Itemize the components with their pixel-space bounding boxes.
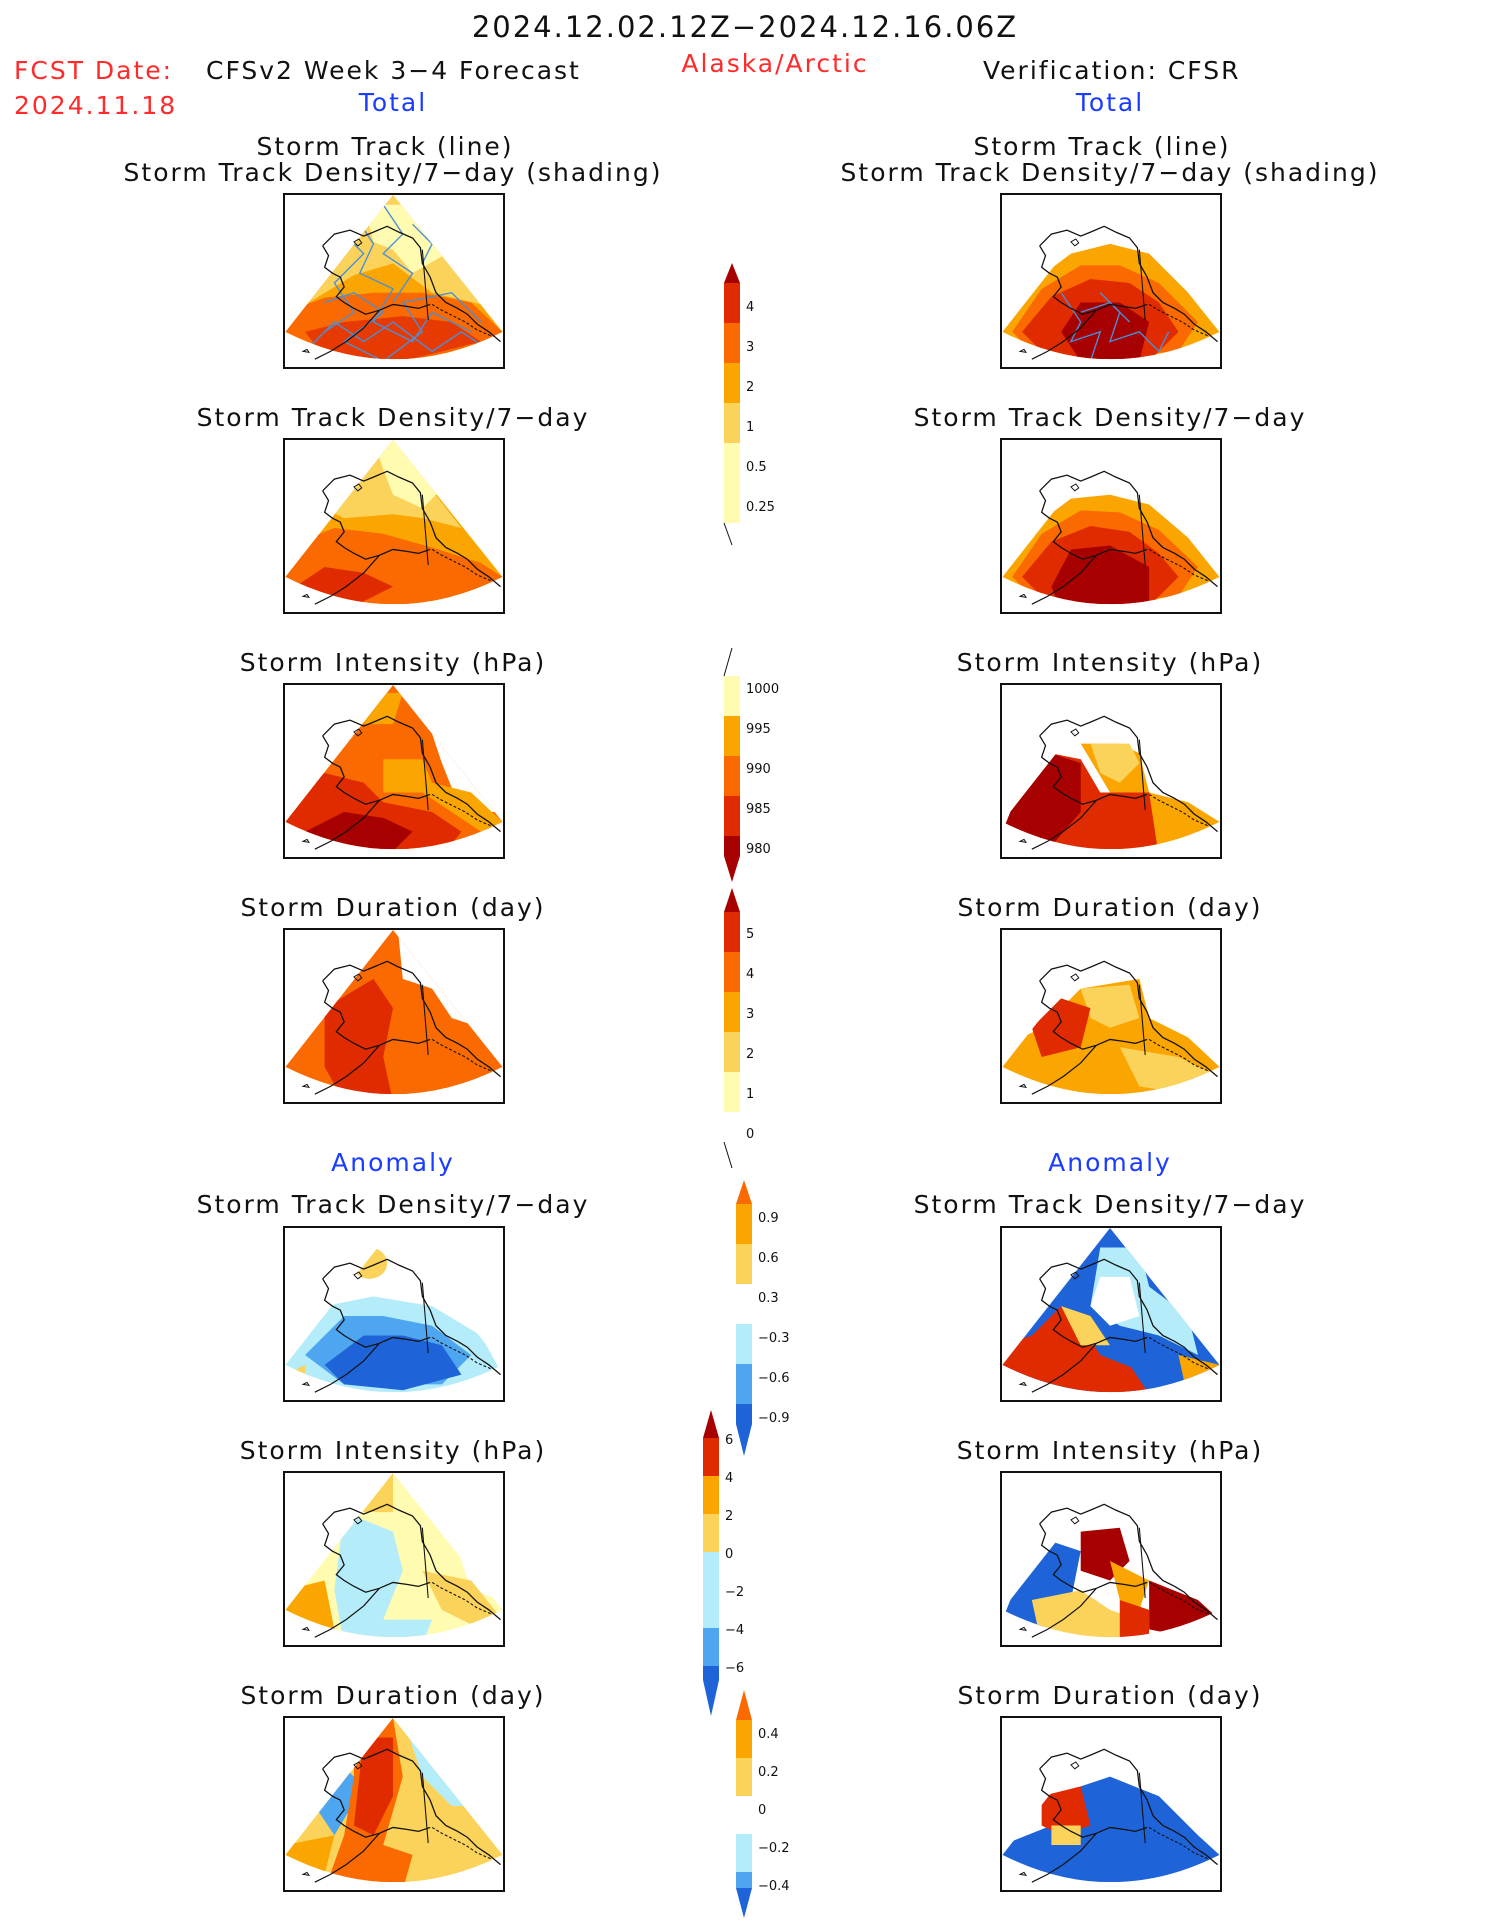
- cb-ia-1: 4: [725, 1471, 733, 1486]
- cb-dua-3: −0.2: [758, 1841, 790, 1856]
- map-right-intensity-anom: [1000, 1471, 1222, 1647]
- region-label: Alaska/Arctic: [681, 49, 869, 78]
- map-right-track-line: [1000, 193, 1222, 369]
- right-anomaly-label: Anomaly: [1048, 1148, 1172, 1177]
- cb-da-2: 0.3: [758, 1291, 779, 1306]
- cb-ia-2: 2: [725, 1509, 733, 1524]
- fcst-date-value: 2024.11.18: [14, 91, 178, 120]
- left-track-line-title: Storm Track (line): [256, 132, 514, 161]
- cb-it-1: 995: [746, 722, 771, 737]
- date-range: 2024.12.02.12Z−2024.12.16.06Z: [471, 10, 1019, 44]
- right-track-line-title: Storm Track (line): [973, 132, 1231, 161]
- left-density-anom-title: Storm Track Density/7−day: [196, 1190, 590, 1219]
- cb-da-4: −0.6: [758, 1371, 790, 1386]
- cb-it-3: 985: [746, 802, 771, 817]
- left-anomaly-label: Anomaly: [331, 1148, 455, 1177]
- cb-dt-1: 3: [746, 340, 754, 355]
- cb-dua-2: 0: [758, 1803, 766, 1818]
- map-right-density: [1000, 438, 1222, 614]
- map-right-duration: [1000, 928, 1222, 1104]
- map-right-intensity: [1000, 683, 1222, 859]
- right-density-anom-title: Storm Track Density/7−day: [913, 1190, 1307, 1219]
- cb-du-3: 2: [746, 1047, 754, 1062]
- left-intensity-title: Storm Intensity (hPa): [239, 648, 547, 677]
- fcst-date-label: FCST Date:: [14, 56, 174, 85]
- left-density-title: Storm Track Density/7−day: [196, 403, 590, 432]
- map-left-intensity-anom: [283, 1471, 505, 1647]
- map-right-duration-anom: [1000, 1716, 1222, 1892]
- left-track-shading-title: Storm Track Density/7−day (shading): [123, 158, 663, 187]
- colorbar-duration-total: 5 4 3 2 1 0: [723, 888, 794, 1169]
- left-total-label: Total: [358, 88, 428, 117]
- cb-ia-4: −2: [725, 1585, 744, 1600]
- cb-da-5: −0.9: [758, 1411, 790, 1426]
- cb-dua-0: 0.4: [758, 1727, 779, 1742]
- left-intensity-anom-title: Storm Intensity (hPa): [239, 1436, 547, 1465]
- forecast-title: CFSv2 Week 3−4 Forecast: [206, 56, 581, 85]
- colorbar-density-anom: 0.9 0.6 0.3 −0.3 −0.6 −0.9: [736, 1180, 806, 1458]
- cb-it-0: 1000: [746, 682, 779, 697]
- map-left-duration: [283, 928, 505, 1104]
- cb-ia-5: −4: [725, 1623, 744, 1638]
- map-left-track-line: [283, 193, 505, 369]
- cb-dua-4: −0.4: [758, 1879, 790, 1894]
- cb-dt-5: 0.25: [746, 500, 775, 515]
- cb-ia-6: −6: [725, 1661, 744, 1676]
- map-left-density-anom: [283, 1226, 505, 1402]
- cb-it-4: 980: [746, 842, 771, 857]
- colorbar-density-total: 4 3 2 1 0.5 0.25: [723, 263, 794, 546]
- right-intensity-anom-title: Storm Intensity (hPa): [956, 1436, 1264, 1465]
- cb-dt-0: 4: [746, 300, 754, 315]
- cb-da-0: 0.9: [758, 1211, 779, 1226]
- cb-dt-4: 0.5: [746, 460, 767, 475]
- map-left-duration-anom: [283, 1716, 505, 1892]
- cb-da-3: −0.3: [758, 1331, 790, 1346]
- map-left-density: [283, 438, 505, 614]
- cb-du-0: 5: [746, 927, 754, 942]
- right-intensity-title: Storm Intensity (hPa): [956, 648, 1264, 677]
- colorbar-intensity-total: 1000 995 990 985 980: [723, 647, 794, 888]
- cb-ia-0: 6: [725, 1433, 733, 1448]
- colorbar-duration-anom: 0.4 0.2 0 −0.2 −0.4: [736, 1690, 806, 1920]
- left-duration-title: Storm Duration (day): [240, 893, 546, 922]
- left-duration-anom-title: Storm Duration (day): [240, 1681, 546, 1710]
- right-total-label: Total: [1075, 88, 1145, 117]
- cb-dt-3: 1: [746, 420, 754, 435]
- verification-label: Verification: CFSR: [983, 56, 1241, 85]
- cb-du-4: 1: [746, 1087, 754, 1102]
- right-density-title: Storm Track Density/7−day: [913, 403, 1307, 432]
- right-duration-title: Storm Duration (day): [957, 893, 1263, 922]
- cb-it-2: 990: [746, 762, 771, 777]
- cb-dt-2: 2: [746, 380, 754, 395]
- map-left-intensity: [283, 683, 505, 859]
- cb-dua-1: 0.2: [758, 1765, 779, 1780]
- cb-du-1: 4: [746, 967, 754, 982]
- colorbar-intensity-anom: 6 4 2 0 −2 −4 −6: [703, 1410, 773, 1720]
- cb-du-5: 0: [746, 1127, 754, 1142]
- map-right-density-anom: [1000, 1226, 1222, 1402]
- cb-ia-3: 0: [725, 1547, 733, 1562]
- right-track-shading-title: Storm Track Density/7−day (shading): [840, 158, 1380, 187]
- cb-da-1: 0.6: [758, 1251, 779, 1266]
- right-duration-anom-title: Storm Duration (day): [957, 1681, 1263, 1710]
- cb-du-2: 3: [746, 1007, 754, 1022]
